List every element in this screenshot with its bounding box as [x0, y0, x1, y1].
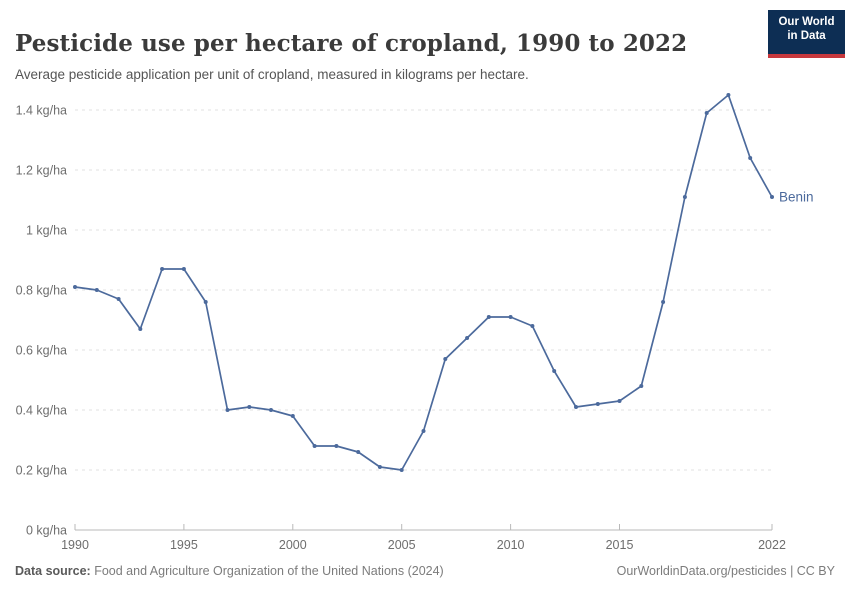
data-point-marker[interactable] — [138, 327, 143, 331]
data-point-marker[interactable] — [356, 450, 361, 454]
owid-logo: Our World in Data — [768, 10, 845, 58]
data-point-marker[interactable] — [290, 414, 295, 418]
data-point-marker[interactable] — [552, 369, 557, 373]
data-point-marker[interactable] — [770, 195, 774, 199]
data-point-marker[interactable] — [574, 405, 578, 409]
y-tick-label: 0.2 kg/ha — [16, 464, 67, 478]
data-point-marker[interactable] — [225, 408, 230, 412]
y-tick-label: 0 kg/ha — [26, 524, 67, 538]
data-point-marker[interactable] — [160, 267, 165, 271]
page-subtitle: Average pesticide application per unit o… — [15, 66, 529, 82]
y-tick-label: 0.6 kg/ha — [16, 344, 67, 358]
data-point-marker[interactable] — [595, 402, 600, 406]
data-point-marker[interactable] — [748, 156, 753, 160]
credit-link[interactable]: OurWorldinData.org/pesticides | CC BY — [616, 564, 835, 578]
series-label[interactable]: Benin — [779, 190, 814, 205]
owid-logo-line1: Our World — [778, 16, 835, 28]
data-point-marker[interactable] — [617, 399, 622, 403]
data-point-marker[interactable] — [508, 315, 513, 319]
x-tick-label: 1995 — [170, 538, 198, 552]
owid-logo-line2: in Data — [787, 29, 826, 42]
data-point-marker[interactable] — [73, 285, 77, 289]
data-point-marker[interactable] — [704, 111, 709, 115]
y-tick-label: 1.2 kg/ha — [16, 164, 67, 178]
data-source-text: Food and Agriculture Organization of the… — [90, 564, 444, 578]
y-tick-label: 1.4 kg/ha — [16, 104, 67, 118]
data-source-note: Data source: Food and Agriculture Organi… — [15, 563, 444, 579]
x-tick-label: 2022 — [758, 538, 786, 552]
data-point-marker[interactable] — [116, 297, 121, 301]
series-line[interactable] — [74, 94, 773, 471]
data-point-marker[interactable] — [203, 300, 208, 304]
x-tick-label: 1990 — [61, 538, 89, 552]
data-point-marker[interactable] — [269, 408, 273, 412]
x-tick-label: 2015 — [606, 538, 634, 552]
data-point-marker[interactable] — [421, 429, 426, 433]
data-point-marker[interactable] — [181, 267, 186, 271]
data-point-marker[interactable] — [639, 384, 644, 388]
data-point-marker[interactable] — [94, 288, 99, 292]
data-point-marker[interactable] — [443, 357, 448, 361]
x-tick-label: 2000 — [279, 538, 307, 552]
y-tick-label: 0.4 kg/ha — [16, 404, 67, 418]
y-tick-label: 0.8 kg/ha — [16, 284, 67, 298]
data-point-marker[interactable] — [399, 468, 404, 472]
data-point-marker[interactable] — [682, 195, 687, 199]
data-point-marker[interactable] — [661, 300, 666, 304]
y-tick-label: 1 kg/ha — [26, 224, 67, 238]
data-point-marker[interactable] — [334, 444, 339, 448]
x-tick-label: 2005 — [388, 538, 416, 552]
page-footer: Data source: Food and Agriculture Organi… — [15, 563, 835, 579]
data-source-label: Data source: — [15, 564, 91, 578]
page-title: Pesticide use per hectare of cropland, 1… — [15, 30, 688, 58]
data-point-marker[interactable] — [486, 315, 491, 319]
x-tick-label: 2010 — [497, 538, 525, 552]
data-point-marker[interactable] — [465, 336, 470, 340]
data-point-marker[interactable] — [377, 465, 382, 469]
data-point-marker[interactable] — [726, 93, 731, 97]
data-point-marker[interactable] — [312, 444, 317, 448]
data-point-marker[interactable] — [530, 324, 535, 328]
data-point-marker[interactable] — [247, 405, 252, 409]
